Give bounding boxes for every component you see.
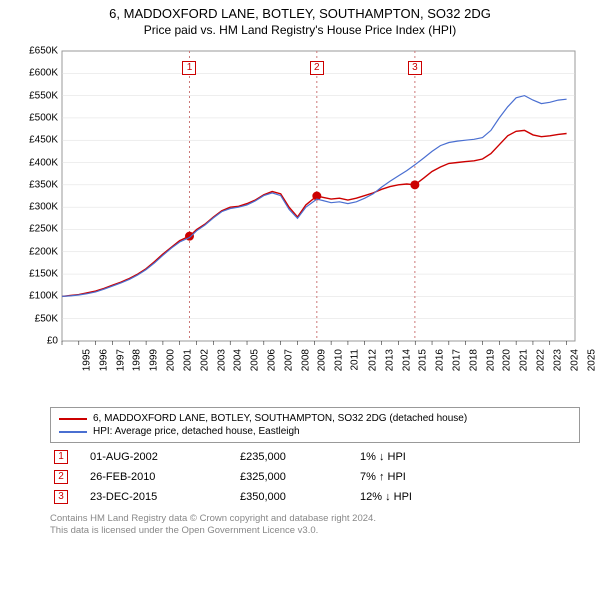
event-row: 1 01-AUG-2002£235,0001% ↓ HPI	[50, 447, 580, 467]
y-axis-tick: £350K	[29, 179, 58, 190]
x-axis-tick: 2003	[216, 349, 227, 371]
event-date: 01-AUG-2002	[86, 447, 236, 467]
event-row: 2 26-FEB-2010£325,0007% ↑ HPI	[50, 467, 580, 487]
y-axis-tick: £200K	[29, 246, 58, 257]
legend-item: 6, MADDOXFORD LANE, BOTLEY, SOUTHAMPTON,…	[59, 412, 571, 425]
event-date: 23-DEC-2015	[86, 487, 236, 507]
event-price: £350,000	[236, 487, 356, 507]
chart-title-line2: Price paid vs. HM Land Registry's House …	[0, 21, 600, 41]
event-row: 3 23-DEC-2015£350,00012% ↓ HPI	[50, 487, 580, 507]
chart-marker-3: 3	[408, 61, 422, 75]
x-axis-tick: 2021	[519, 349, 530, 371]
event-price: £235,000	[236, 447, 356, 467]
x-axis-tick: 2010	[334, 349, 345, 371]
x-axis-tick: 2001	[182, 349, 193, 371]
x-axis-tick: 2011	[350, 349, 361, 371]
y-axis-tick: £600K	[29, 68, 58, 79]
x-axis-tick: 2006	[266, 349, 277, 371]
y-axis-tick: £0	[47, 336, 58, 347]
legend-swatch	[59, 431, 87, 433]
x-axis-tick: 2012	[367, 349, 378, 371]
y-axis-tick: £250K	[29, 224, 58, 235]
legend: 6, MADDOXFORD LANE, BOTLEY, SOUTHAMPTON,…	[50, 407, 580, 443]
footer-line1: Contains HM Land Registry data © Crown c…	[50, 513, 580, 525]
y-axis-tick: £450K	[29, 135, 58, 146]
y-axis-tick: £500K	[29, 112, 58, 123]
y-axis-tick: £300K	[29, 202, 58, 213]
x-axis-tick: 2016	[434, 349, 445, 371]
x-axis-tick: 2024	[569, 349, 580, 371]
y-axis-tick: £100K	[29, 291, 58, 302]
y-axis-tick: £650K	[29, 46, 58, 57]
x-axis-tick: 1996	[98, 349, 109, 371]
x-axis-tick: 2022	[535, 349, 546, 371]
price-chart: £0 £50K £100K £150K £200K £250K £300K £350K £400…	[20, 41, 580, 401]
x-axis-tick: 2004	[233, 349, 244, 371]
x-axis-tick: 1998	[132, 349, 143, 371]
event-delta: 1% ↓ HPI	[356, 447, 580, 467]
x-axis-tick: 1997	[115, 349, 126, 371]
events-table: 1 01-AUG-2002£235,0001% ↓ HPI 2 26-FEB-2010…	[50, 447, 580, 507]
x-axis-tick: 1999	[149, 349, 160, 371]
x-axis-tick: 2007	[283, 349, 294, 371]
x-axis-tick: 2013	[384, 349, 395, 371]
x-axis-tick: 2008	[300, 349, 311, 371]
x-axis-tick: 2005	[249, 349, 260, 371]
chart-title-line1: 6, MADDOXFORD LANE, BOTLEY, SOUTHAMPTON,…	[0, 0, 600, 21]
x-axis-tick: 1995	[81, 349, 92, 371]
x-axis-tick: 2018	[468, 349, 479, 371]
x-axis-tick: 2009	[317, 349, 328, 371]
x-axis-tick: 2000	[165, 349, 176, 371]
attribution: Contains HM Land Registry data © Crown c…	[50, 513, 580, 538]
legend-label: HPI: Average price, detached house, East…	[93, 426, 300, 437]
legend-swatch	[59, 418, 87, 420]
x-axis-tick: 2020	[502, 349, 513, 371]
x-axis-tick: 2023	[552, 349, 563, 371]
event-marker-2: 2	[54, 470, 68, 484]
event-marker-3: 3	[54, 490, 68, 504]
x-axis-tick: 2014	[401, 349, 412, 371]
event-delta: 7% ↑ HPI	[356, 467, 580, 487]
y-axis-tick: £150K	[29, 269, 58, 280]
event-delta: 12% ↓ HPI	[356, 487, 580, 507]
y-axis-tick: £50K	[35, 313, 58, 324]
y-axis-tick: £550K	[29, 90, 58, 101]
x-axis-tick: 2015	[418, 349, 429, 371]
x-axis-tick: 2017	[451, 349, 462, 371]
footer-line2: This data is licensed under the Open Gov…	[50, 525, 580, 537]
event-marker-1: 1	[54, 450, 68, 464]
event-price: £325,000	[236, 467, 356, 487]
legend-item: HPI: Average price, detached house, East…	[59, 425, 571, 438]
chart-marker-2: 2	[310, 61, 324, 75]
y-axis-tick: £400K	[29, 157, 58, 168]
x-axis-tick: 2019	[485, 349, 496, 371]
legend-label: 6, MADDOXFORD LANE, BOTLEY, SOUTHAMPTON,…	[93, 413, 467, 424]
x-axis-tick: 2025	[586, 349, 597, 371]
chart-marker-1: 1	[182, 61, 196, 75]
event-date: 26-FEB-2010	[86, 467, 236, 487]
x-axis-tick: 2002	[199, 349, 210, 371]
